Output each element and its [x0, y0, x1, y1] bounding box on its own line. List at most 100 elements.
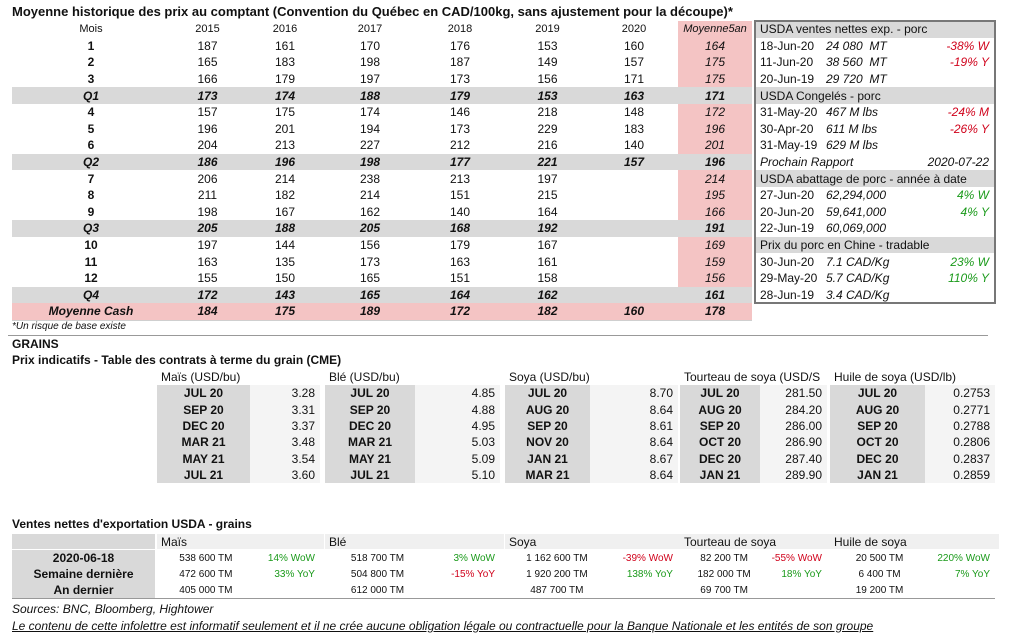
value-cell: 215: [505, 187, 590, 204]
change: 14% WoW: [267, 552, 315, 564]
contract: DEC 20: [830, 450, 925, 467]
value-cell: 173: [415, 70, 505, 88]
amount: 7.1 CAD/Kg: [826, 254, 890, 269]
value-cell: 213: [415, 170, 505, 187]
volume: 538 600 TM: [179, 552, 233, 564]
change: -55% WoW: [771, 552, 822, 564]
header-cell: 2019: [505, 21, 590, 38]
value-cell: 174: [325, 104, 415, 121]
value-cell: 205: [325, 220, 415, 237]
value-cell: 214: [678, 170, 752, 187]
value-cell: 191: [678, 220, 752, 237]
value-cell: 164: [415, 286, 505, 304]
report-date: 2020-07-22: [927, 155, 989, 170]
value-cell: 198: [170, 203, 245, 221]
row-label: 1: [12, 37, 170, 55]
contract: JUL 20: [505, 385, 590, 402]
value-cell: 182: [245, 187, 325, 204]
change: -39% WoW: [622, 552, 673, 564]
note: *Un risque de base existe: [12, 320, 126, 332]
value-cell: 160: [590, 37, 678, 55]
value-cell: 157: [590, 54, 678, 71]
change: 110% Y: [948, 271, 989, 286]
change: 220% WoW: [937, 552, 990, 564]
amount: 24 080 MT: [826, 38, 887, 53]
volume: 504 800 TM: [350, 568, 405, 580]
price: 3.54: [250, 450, 320, 467]
contract: AUG 20: [505, 401, 590, 418]
value-cell: 172: [678, 104, 752, 121]
value-cell: 197: [325, 70, 415, 88]
value-cell: [590, 203, 678, 221]
price: 8.64: [590, 434, 678, 451]
value-cell: 192: [505, 220, 590, 237]
contract: MAR 21: [325, 434, 415, 451]
contract: MAR 21: [157, 434, 250, 451]
value-cell: 172: [415, 303, 505, 320]
value-cell: 216: [505, 137, 590, 154]
change: 18% YoY: [781, 568, 822, 580]
amount: 38 560 MT: [826, 55, 887, 70]
value-cell: [590, 253, 678, 270]
volume: 472 600 TM: [179, 568, 233, 580]
row-label: 4: [12, 104, 170, 121]
contract: JUL 21: [325, 467, 415, 484]
value-cell: [590, 220, 678, 237]
row-label: 6: [12, 137, 170, 154]
value-cell: 164: [678, 37, 752, 55]
report-label: Prochain Rapport: [760, 155, 854, 170]
change: -15% YoY: [451, 568, 495, 580]
contract: NOV 20: [505, 434, 590, 451]
sources: Sources: BNC, Bloomberg, Hightower: [12, 601, 214, 616]
title: Moyenne historique des prix au comptant …: [12, 4, 733, 19]
amount: 629 M lbs: [826, 138, 879, 153]
value-cell: 163: [590, 87, 678, 104]
change: 7% YoY: [954, 568, 990, 580]
price: 0.2788: [925, 417, 995, 435]
row-label: 12: [12, 270, 170, 287]
value-cell: 149: [505, 54, 590, 71]
contract: JAN 21: [680, 467, 760, 484]
value-cell: 182: [505, 303, 590, 320]
header-cell: 2018: [415, 21, 505, 38]
value-cell: 153: [505, 37, 590, 55]
value-cell: 194: [325, 120, 415, 138]
row-label: 9: [12, 203, 170, 221]
price: 0.2837: [925, 450, 995, 467]
value-cell: 183: [590, 120, 678, 138]
amount: 611 M lbs: [826, 121, 878, 136]
value-cell: 170: [325, 37, 415, 55]
contract: OCT 20: [680, 434, 760, 451]
row-label: 10: [12, 236, 170, 254]
contract: JAN 21: [505, 450, 590, 467]
value-cell: 197: [170, 236, 245, 254]
value-cell: 179: [415, 236, 505, 254]
exports-title: Ventes nettes d'exportation USDA - grain…: [12, 516, 252, 531]
value-cell: 174: [245, 87, 325, 104]
price: 289.90: [760, 467, 827, 484]
value-cell: 175: [245, 104, 325, 121]
value-cell: 188: [325, 87, 415, 104]
amount: 5.7 CAD/Kg: [826, 271, 890, 286]
date: 31-May-19: [760, 138, 818, 153]
value-cell: 160: [590, 303, 678, 320]
value-cell: 189: [325, 303, 415, 320]
amount: 467 M lbs: [826, 105, 879, 120]
amount: 60,069,000: [826, 221, 887, 236]
contract: OCT 20: [830, 434, 925, 451]
value-cell: 178: [678, 303, 752, 320]
value-cell: 187: [170, 37, 245, 55]
header-cell: Moyenne5an: [678, 21, 752, 38]
volume: 518 700 TM: [350, 552, 405, 564]
change: 138% YoY: [626, 568, 673, 580]
price: 5.03: [415, 434, 500, 451]
contract: SEP 20: [680, 417, 760, 435]
value-cell: [590, 286, 678, 304]
row-label: Q4: [12, 286, 170, 304]
value-cell: 169: [678, 236, 752, 254]
value-cell: 165: [170, 54, 245, 71]
row-label: 11: [12, 253, 170, 270]
row-label: 7: [12, 170, 170, 187]
column-header: Soya (USD/bu): [509, 370, 590, 384]
value-cell: 166: [170, 70, 245, 88]
